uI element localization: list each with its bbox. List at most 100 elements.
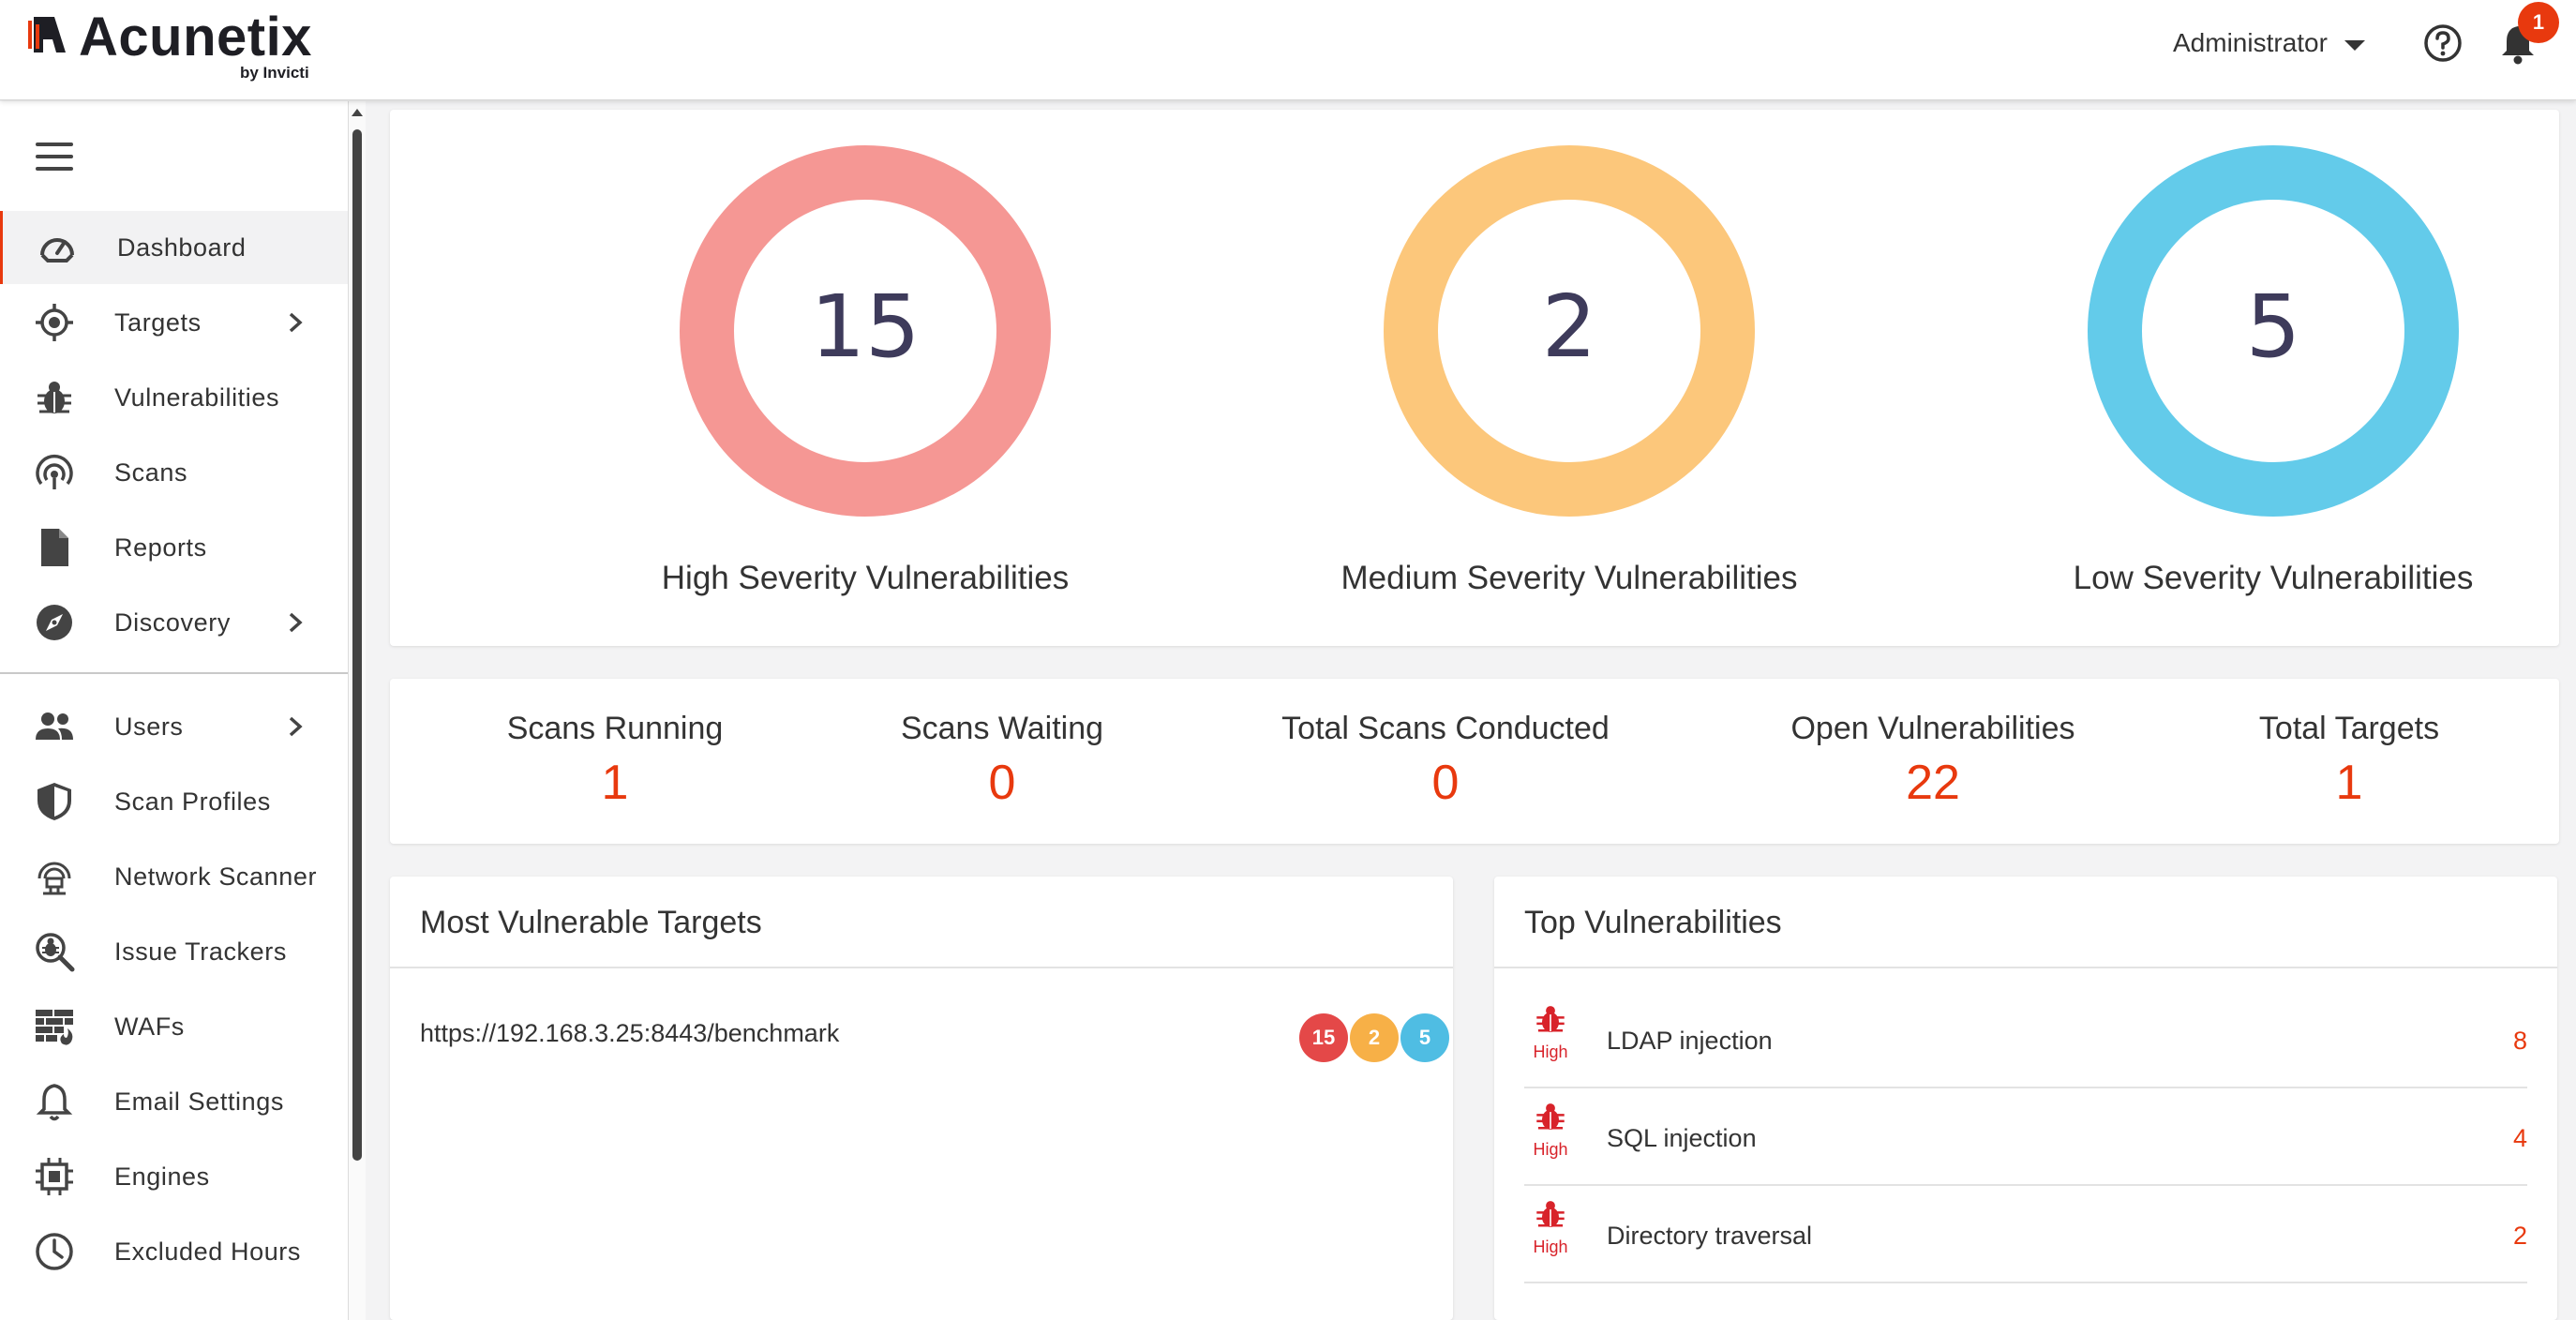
card-divider: [1494, 967, 2557, 968]
sidebar-item-vulnerabilities[interactable]: Vulnerabilities: [0, 361, 348, 434]
users-icon: [36, 712, 73, 740]
chevron-right-icon: [289, 312, 303, 333]
low-severity-ring: [2088, 145, 2459, 517]
stat-value: 0: [1431, 756, 1460, 810]
shield-icon: [37, 783, 71, 820]
sidebar-item-dashboard[interactable]: Dashboard: [0, 211, 348, 284]
sidebar-scrollbar[interactable]: [349, 101, 366, 1320]
card-divider: [390, 967, 1453, 968]
speedometer-icon: [40, 238, 74, 262]
vulnerability-name: LDAP injection: [1607, 1027, 1773, 1055]
medium-severity-label: Medium Severity Vulnerabilities: [1340, 560, 1798, 596]
bug-icon: [37, 382, 71, 413]
high-severity-widget[interactable]: 15 High Severity Vulnerabilities: [584, 145, 1146, 614]
user-menu[interactable]: Administrator: [2173, 24, 2365, 62]
scrollbar-thumb[interactable]: [352, 129, 362, 1161]
acunetix-logo-icon: [28, 17, 66, 52]
radar-icon: [36, 455, 73, 489]
stat-label: Scans Running: [506, 711, 724, 746]
sidebar-item-network-scanner[interactable]: Network Scanner: [0, 840, 348, 913]
sidebar-item-engines[interactable]: Engines: [0, 1140, 348, 1213]
scan-stats-card: Scans Running 1 Scans Waiting 0 Total Sc…: [390, 679, 2559, 844]
stat-total-targets: Total Targets 1: [2152, 711, 2546, 811]
severity-text: High: [1533, 1140, 1568, 1159]
stat-open-vulnerabilities: Open Vulnerabilities 22: [1736, 711, 2130, 811]
acunetix-logo[interactable]: Acunetix by Invicti: [26, 7, 326, 82]
notification-badge[interactable]: 1: [2518, 2, 2559, 43]
medium-severity-widget[interactable]: 2 Medium Severity Vulnerabilities: [1288, 145, 1850, 614]
brand-name: Acunetix: [79, 7, 312, 68]
bell-outline-icon: [36, 1084, 73, 1121]
severity-text: High: [1533, 1042, 1568, 1061]
stat-value: 1: [601, 756, 629, 810]
sidebar-item-issue-trackers[interactable]: Issue Trackers: [0, 915, 348, 988]
top-header: Acunetix by Invicti Administrator 1: [0, 0, 2576, 100]
crosshair-icon: [36, 304, 73, 341]
sidebar-item-discovery[interactable]: Discovery: [0, 586, 348, 659]
vulnerability-count: 8: [2512, 1027, 2527, 1055]
sidebar: Dashboard Targets Vulnerabilities: [0, 101, 349, 1320]
clock-icon: [36, 1233, 73, 1270]
magnify-bug-icon: [36, 933, 75, 972]
chevron-right-icon: [289, 612, 303, 633]
vulnerability-row[interactable]: High Directory traversal 2: [1524, 1186, 2527, 1283]
target-row[interactable]: https://192.168.3.25:8443/benchmark 15 2…: [420, 1008, 1449, 1064]
severity-indicator: High: [1524, 1002, 1577, 1062]
vulnerability-row[interactable]: High LDAP injection 8: [1524, 991, 2527, 1088]
compass-icon: [37, 605, 72, 640]
vulnerability-name: SQL injection: [1607, 1124, 1757, 1152]
sidebar-item-scans[interactable]: Scans: [0, 436, 348, 509]
medium-severity-ring: [1384, 145, 1755, 517]
low-severity-count: 5: [2245, 277, 2301, 377]
sidebar-item-reports[interactable]: Reports: [0, 511, 348, 584]
document-icon: [41, 529, 68, 566]
card-title: Top Vulnerabilities: [1524, 905, 1782, 940]
sidebar-item-email-settings[interactable]: Email Settings: [0, 1065, 348, 1138]
sidebar-item-label: Discovery: [114, 608, 231, 637]
user-name: Administrator: [2173, 28, 2328, 57]
severity-summary-card: 15 High Severity Vulnerabilities 2 Mediu…: [390, 110, 2559, 646]
medium-severity-count: 2: [1541, 277, 1597, 377]
firewall-icon: [36, 1010, 73, 1045]
stat-scans-running: Scans Running 1: [418, 711, 812, 811]
medium-severity-ring-stroke: [1384, 145, 1755, 517]
low-severity-widget[interactable]: 5 Low Severity Vulnerabilities: [1992, 145, 2554, 614]
high-severity-ring: [680, 145, 1051, 517]
chip-icon: [36, 1158, 73, 1195]
sidebar-item-wafs[interactable]: WAFs: [0, 990, 348, 1063]
help-icon[interactable]: [2422, 22, 2464, 64]
most-vulnerable-targets-card: Most Vulnerable Targets https://192.168.…: [390, 877, 1453, 1320]
high-bug-icon: [1536, 1006, 1565, 1032]
target-url-link[interactable]: https://192.168.3.25:8443/benchmark: [420, 1019, 840, 1047]
scroll-up-arrow-icon[interactable]: [352, 109, 363, 116]
sidebar-item-label: Targets: [114, 308, 202, 337]
stat-value: 0: [988, 756, 1016, 810]
network-scanner-icon: [37, 862, 71, 895]
vulnerability-count: 2: [2512, 1222, 2527, 1250]
sidebar-item-users[interactable]: Users: [0, 690, 348, 763]
hamburger-menu-icon[interactable]: [36, 142, 73, 172]
sidebar-item-label: Reports: [114, 532, 207, 562]
brand-subtitle: by Invicti: [240, 64, 309, 82]
card-title: Most Vulnerable Targets: [420, 905, 762, 940]
sidebar-item-label: Network Scanner: [114, 862, 318, 891]
stat-value: 22: [1906, 756, 1960, 810]
medium-count-badge: 2: [1350, 1013, 1399, 1062]
high-severity-count: 15: [810, 277, 921, 377]
stat-value: 1: [2335, 756, 2363, 810]
stat-label: Scans Waiting: [900, 711, 1104, 746]
severity-indicator: High: [1524, 1100, 1577, 1160]
sidebar-item-targets[interactable]: Targets: [0, 286, 348, 359]
low-count-badge: 5: [1400, 1013, 1449, 1062]
high-count-badge: 15: [1299, 1013, 1348, 1062]
vulnerability-row[interactable]: High SQL injection 4: [1524, 1088, 2527, 1186]
sidebar-item-excluded-hours[interactable]: Excluded Hours: [0, 1215, 348, 1288]
sidebar-item-label: Dashboard: [117, 232, 247, 262]
stat-label: Open Vulnerabilities: [1790, 711, 2075, 746]
sidebar-item-label: Engines: [114, 1162, 210, 1191]
stat-label: Total Targets: [2258, 711, 2440, 746]
sidebar-item-scan-profiles[interactable]: Scan Profiles: [0, 765, 348, 838]
sidebar-item-label: Users: [114, 712, 184, 741]
sidebar-item-label: WAFs: [114, 1012, 185, 1041]
sidebar-item-label: Email Settings: [114, 1087, 284, 1116]
